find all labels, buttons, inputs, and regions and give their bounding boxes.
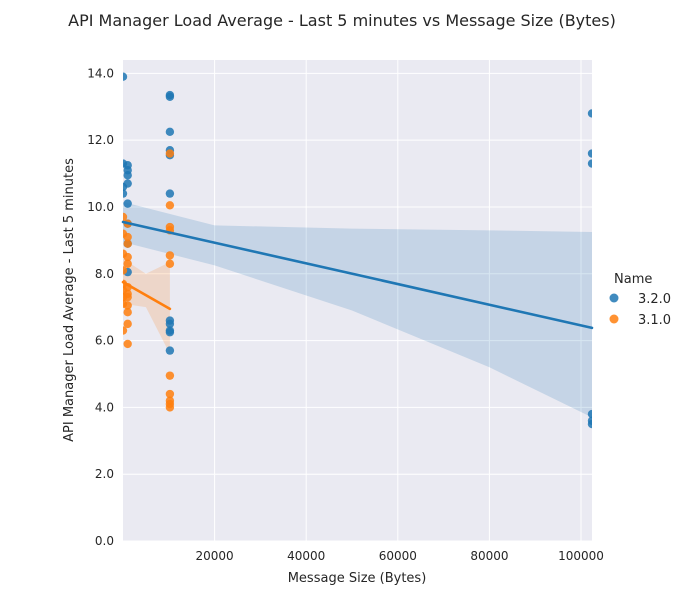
x-tick-label: 60000 [379, 549, 417, 563]
data-point [587, 109, 592, 118]
data-point [165, 328, 175, 337]
y-tick-label: 10.0 [87, 200, 114, 214]
y-axis-title: API Manager Load Average - Last 5 minute… [62, 158, 77, 442]
legend-marker [609, 314, 619, 324]
data-point [123, 266, 128, 275]
confidence-band [123, 201, 592, 418]
data-point [123, 171, 132, 180]
y-tick-label: 4.0 [95, 400, 114, 414]
data-point [165, 371, 175, 380]
data-point [165, 389, 175, 399]
y-tick-label: 2.0 [95, 467, 114, 481]
x-tick-label: 20000 [196, 549, 234, 563]
confidence-band [123, 258, 170, 354]
data-point [123, 72, 128, 81]
data-point [123, 301, 132, 310]
regression-line [121, 280, 172, 311]
y-tick-label: 6.0 [95, 334, 114, 348]
data-point [123, 239, 132, 248]
x-tick-label: 40000 [287, 549, 325, 563]
regression-line [121, 220, 594, 330]
data-point [165, 92, 175, 101]
data-point [123, 292, 132, 302]
x-tick-label: 100000 [558, 549, 604, 563]
data-point [165, 201, 175, 210]
chart-title: API Manager Load Average - Last 5 minute… [68, 11, 616, 30]
data-point [165, 259, 175, 268]
data-point [165, 319, 175, 329]
data-point [587, 409, 592, 419]
data-point [123, 307, 132, 317]
legend-title: Name [614, 272, 652, 287]
y-tick-label: 14.0 [87, 66, 114, 80]
legend: Name 3.2.0 3.1.0 [609, 272, 671, 328]
data-point [123, 212, 128, 222]
data-point [165, 127, 175, 137]
legend-label: 3.2.0 [638, 292, 671, 307]
plot-area [121, 60, 594, 542]
data-point [123, 339, 132, 349]
data-point [165, 189, 175, 198]
data-point [123, 199, 132, 208]
data-point [587, 149, 592, 158]
x-axis-title: Message Size (Bytes) [288, 571, 427, 586]
data-point [123, 252, 132, 262]
legend-marker [609, 293, 619, 303]
y-tick-label: 12.0 [87, 133, 114, 147]
data-point [123, 179, 132, 188]
legend-label: 3.1.0 [638, 313, 671, 328]
data-point [123, 259, 132, 268]
data-point [123, 189, 128, 198]
data-point [123, 232, 132, 242]
data-point [123, 319, 132, 329]
data-point [165, 251, 175, 260]
data-point [165, 403, 175, 412]
x-tick-label: 80000 [470, 549, 508, 563]
y-tick-label: 8.0 [95, 267, 114, 281]
y-tick-label: 0.0 [95, 534, 114, 548]
data-point [165, 346, 175, 355]
data-point [587, 159, 592, 168]
data-point [165, 149, 175, 158]
data-point [123, 326, 128, 335]
data-point [587, 419, 592, 429]
